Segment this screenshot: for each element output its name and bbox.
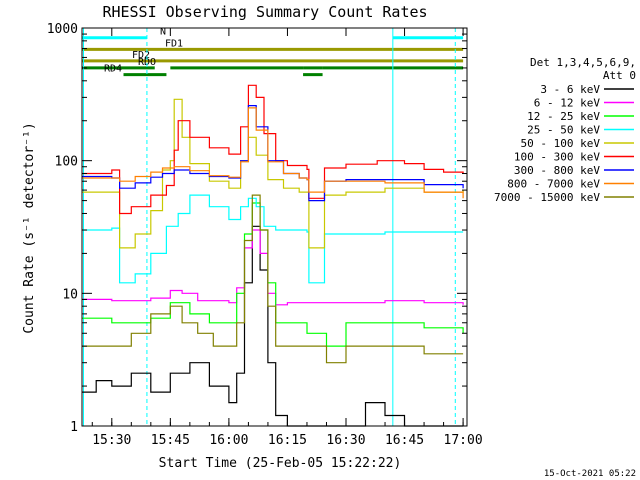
legend-header-1: Att 0: [603, 69, 636, 82]
x-tick-label-15-45: 15:45: [151, 433, 190, 448]
x-tick-label-17-00: 17:00: [444, 433, 483, 448]
legend-label-50-100-kev: 50 - 100 keV: [521, 137, 601, 150]
x-tick-label-16-15: 16:15: [268, 433, 307, 448]
y-tick-label-10: 10: [62, 287, 78, 302]
x-tick-label-16-30: 16:30: [326, 433, 365, 448]
flag-label-rd4: RD4: [104, 64, 122, 75]
series-line-3-6-kev: [82, 225, 464, 427]
legend-label-100-300-kev: 100 - 300 keV: [514, 151, 600, 164]
vlines-layer: [82, 28, 456, 426]
legend-label-6-12-kev: 6 - 12 keV: [534, 97, 601, 110]
footer-date: 15-Oct-2021 05:22: [544, 469, 636, 479]
flag-label-fd1: FD1: [165, 38, 183, 49]
plot-frame: [81, 27, 468, 427]
series-line-6-12-kev: [82, 229, 464, 306]
y-axis-label: Count Rate (s⁻¹ detector⁻¹): [22, 122, 37, 333]
y-tick-label-1: 1: [70, 420, 78, 435]
legend-header-0: Det 1,3,4,5,6,9,: [530, 56, 636, 69]
x-tick-label-16-45: 16:45: [385, 433, 424, 448]
series-line-800-7000-kev: [82, 107, 464, 199]
axes-layer: 15:30 15:45 16:00 16:15 16:30 16:45 17:00 1 10 10…: [47, 22, 483, 448]
y-tick-label-1000: 1000: [47, 22, 78, 37]
y-tick-label-100: 100: [55, 155, 78, 170]
x-axis-label: Start Time (25-Feb-05 15:22:22): [159, 456, 402, 471]
legend-label-800-7000-kev: 800 - 7000 keV: [507, 178, 600, 191]
series-line-7000-15000-kev: [82, 194, 464, 364]
legend-label-12-25-kev: 12 - 25 keV: [527, 110, 600, 123]
flag-label-rdo: RDO: [138, 57, 156, 68]
flag-label-n: N: [160, 27, 166, 38]
legend-label-25-50-kev: 25 - 50 keV: [527, 124, 600, 137]
chart-title: RHESSI Observing Summary Count Rates: [102, 3, 427, 21]
series-line-25-50-kev: [82, 194, 464, 284]
x-tick-label-16-00: 16:00: [209, 433, 248, 448]
series-line-100-300-kev: [82, 84, 464, 215]
series-layer: [82, 84, 464, 427]
x-tick-label-15-30: 15:30: [92, 433, 131, 448]
legend-label-300-800-kev: 300 - 800 keV: [514, 164, 600, 177]
legend-label-3-6-kev: 3 - 6 keV: [540, 83, 600, 96]
legend-label-7000-15000-kev: 7000 - 15000 keV: [494, 191, 600, 204]
flag-label-fd2: FD2: [132, 50, 150, 61]
